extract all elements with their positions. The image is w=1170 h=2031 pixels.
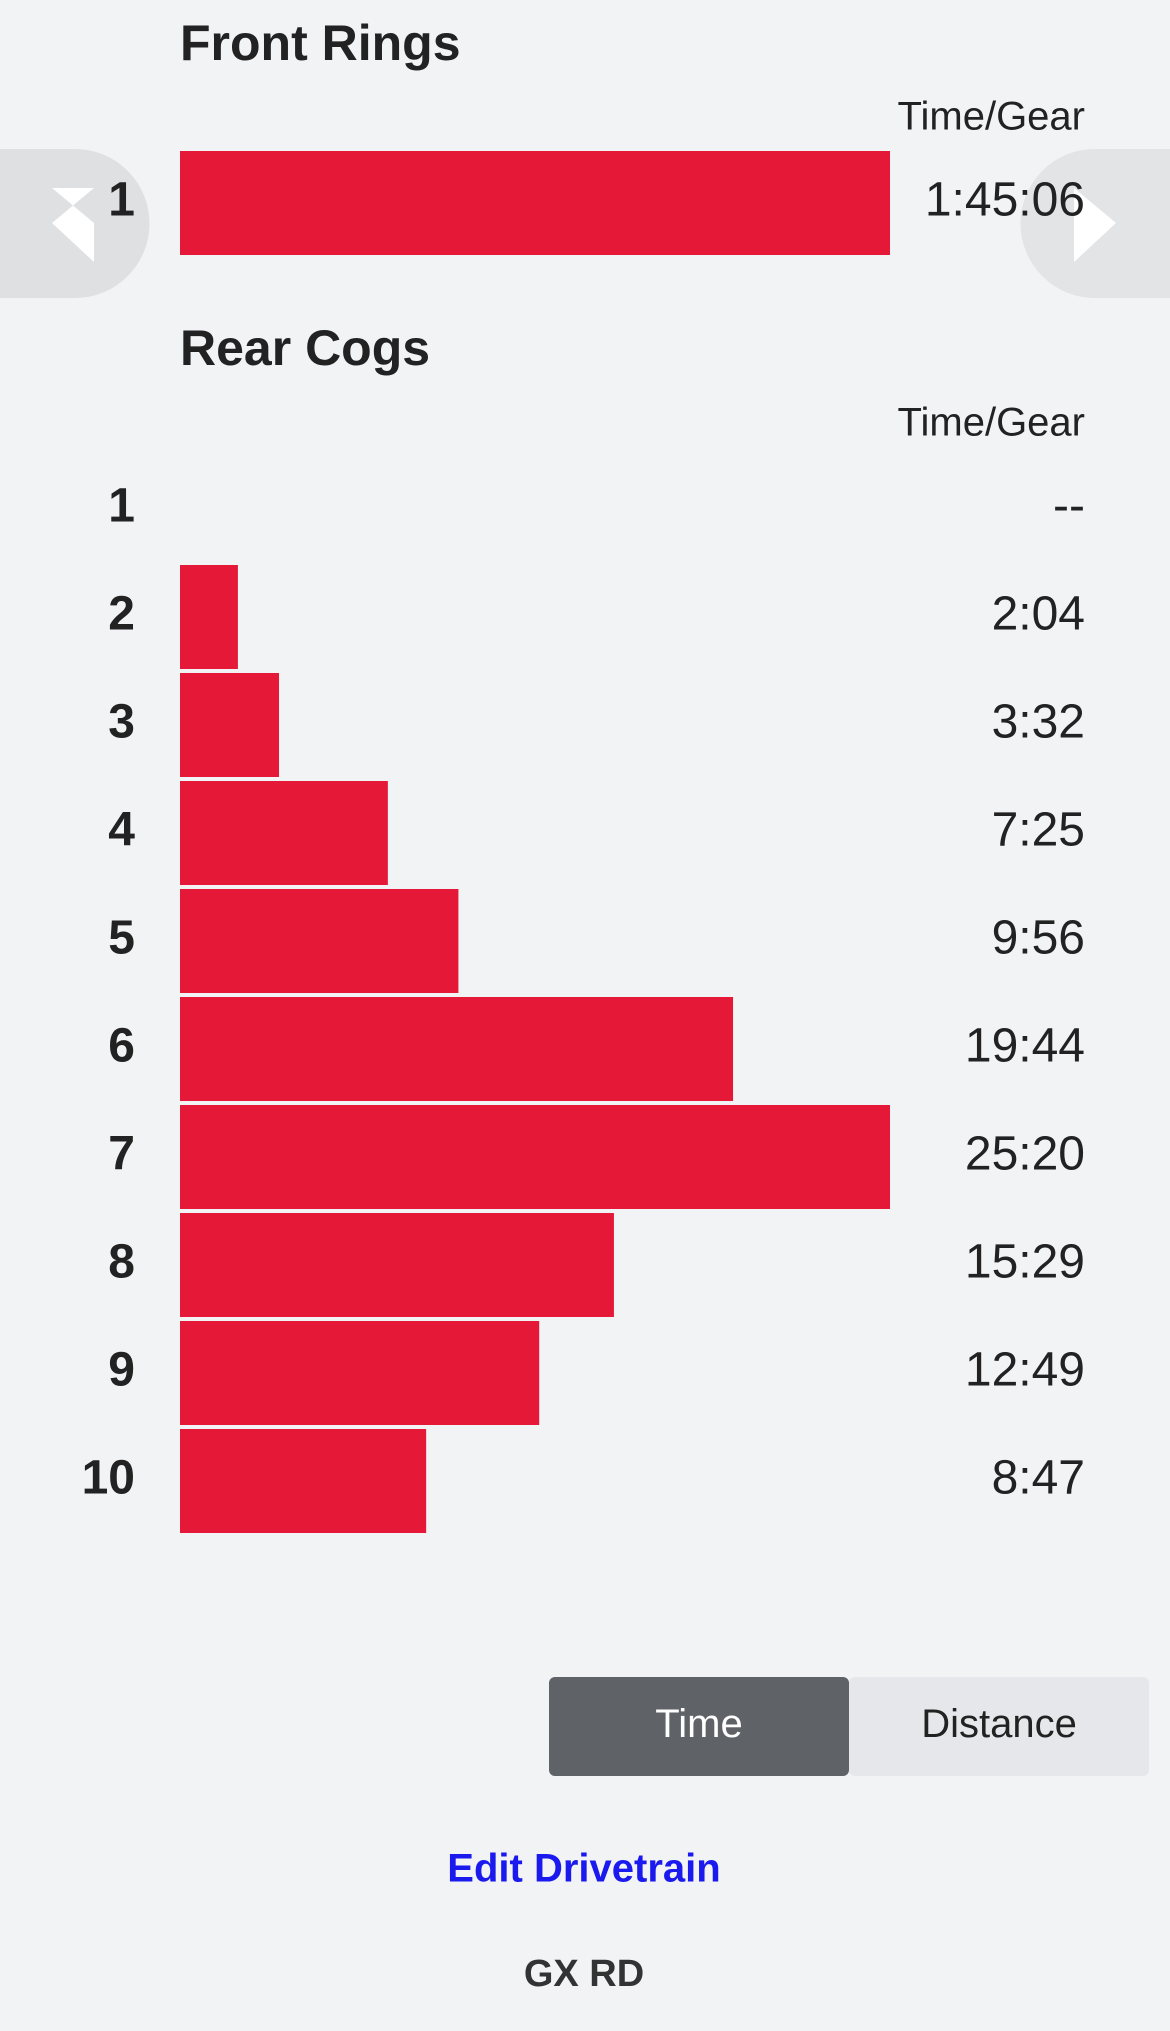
toggle-label[interactable]: Distance xyxy=(921,1702,1077,1746)
gear-label: 2 xyxy=(108,588,135,641)
value-label: 3:32 xyxy=(992,696,1085,749)
column-header: Time/Gear xyxy=(898,95,1085,139)
bar xyxy=(180,1105,890,1209)
value-label: 19:44 xyxy=(965,1020,1085,1073)
gear-label: 6 xyxy=(108,1020,135,1073)
section-title: Rear Cogs xyxy=(180,320,430,376)
column-header: Time/Gear xyxy=(898,401,1085,445)
next-button[interactable] xyxy=(1020,149,1170,298)
gear-label: 8 xyxy=(108,1236,135,1289)
gear-label: 1 xyxy=(108,174,135,227)
bar xyxy=(180,889,459,993)
bar xyxy=(180,673,280,777)
gear-label: 10 xyxy=(82,1452,135,1505)
prev-arrow[interactable] xyxy=(52,188,94,262)
prev-button[interactable] xyxy=(0,149,150,298)
toggle[interactable]: Time Distance xyxy=(549,1677,1149,1776)
gear-label: 4 xyxy=(108,804,135,857)
toggle-option[interactable] xyxy=(849,1677,1149,1776)
value-label: 2:04 xyxy=(992,588,1085,641)
value-label: -- xyxy=(1053,480,1085,533)
bar xyxy=(180,781,388,885)
bar xyxy=(180,565,238,669)
gear-label: 7 xyxy=(108,1128,135,1181)
bar xyxy=(180,997,734,1101)
bar xyxy=(180,1321,540,1425)
value-label: 9:56 xyxy=(992,912,1085,965)
bar xyxy=(180,1429,427,1533)
toggle-option[interactable] xyxy=(549,1677,849,1776)
footer: GX RD xyxy=(524,1953,644,1995)
value-label: 8:47 xyxy=(992,1452,1085,1505)
gear-label: 3 xyxy=(108,696,135,749)
gear-label: 9 xyxy=(108,1344,135,1397)
value-label: 7:25 xyxy=(992,804,1085,857)
gear-label: 5 xyxy=(108,912,135,965)
value-label: 25:20 xyxy=(965,1128,1085,1181)
value-label: 1:45:06 xyxy=(925,174,1085,227)
gear-label: 1 xyxy=(108,480,135,533)
edit-link[interactable]: Edit Drivetrain xyxy=(447,1847,720,1891)
value-label: 15:29 xyxy=(965,1236,1085,1289)
toggle-label[interactable]: Time xyxy=(655,1702,742,1746)
section-title: Front Rings xyxy=(180,15,461,71)
next-arrow[interactable] xyxy=(1074,188,1116,262)
bar xyxy=(180,1213,614,1317)
value-label: 12:49 xyxy=(965,1344,1085,1397)
bar xyxy=(180,151,890,255)
